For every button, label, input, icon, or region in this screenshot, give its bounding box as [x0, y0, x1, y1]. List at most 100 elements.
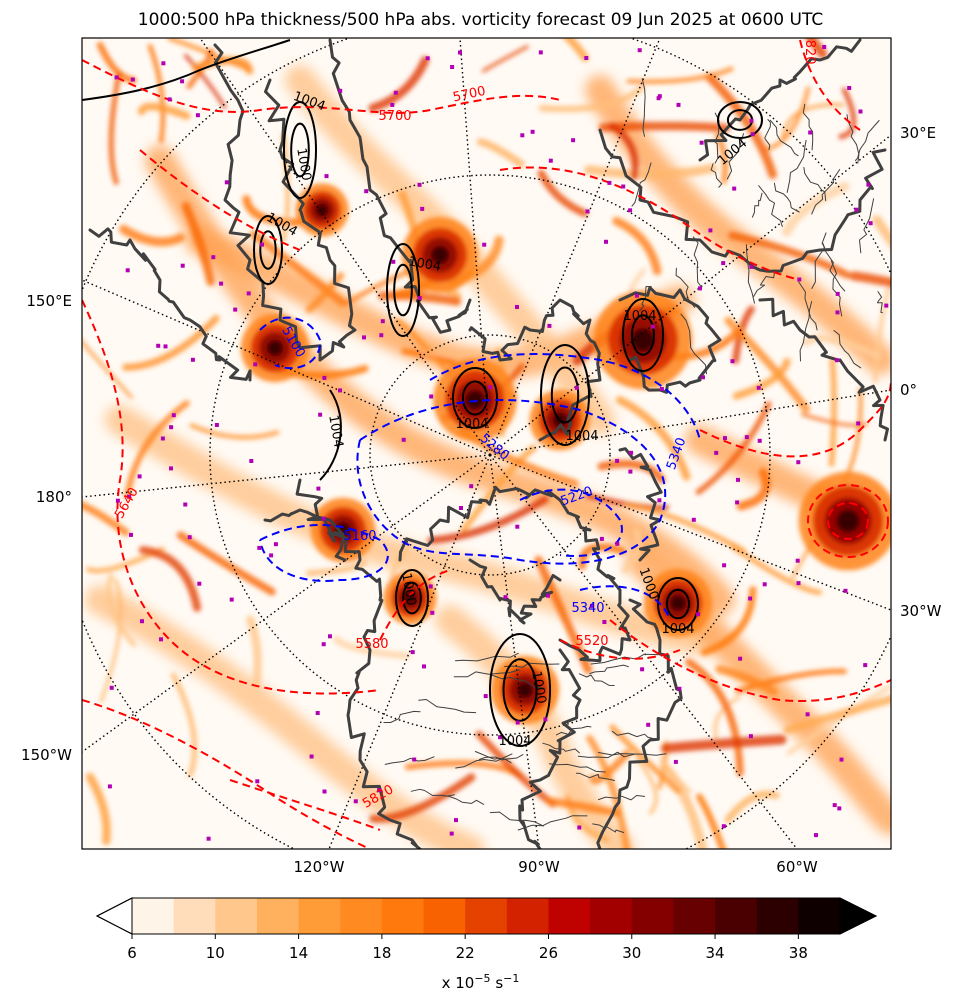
station-marker — [651, 324, 655, 329]
station-marker — [748, 596, 753, 601]
station-marker — [589, 603, 594, 608]
station-marker — [756, 385, 761, 390]
station-marker — [546, 593, 550, 598]
country-boundary — [773, 182, 800, 213]
meridian — [82, 454, 491, 753]
station-marker — [324, 174, 329, 179]
thickness-contour-warm — [82, 299, 381, 695]
station-marker — [458, 50, 462, 55]
station-marker — [422, 664, 426, 669]
station-marker — [163, 344, 168, 349]
vorticity-filament — [624, 502, 746, 554]
station-marker — [646, 722, 651, 727]
station-marker — [634, 293, 639, 298]
vorticity-filament — [781, 103, 845, 139]
station-marker — [229, 597, 234, 602]
vorticity-filament — [186, 48, 215, 90]
colorbar-tick-label: 30 — [622, 944, 641, 962]
country-boundary — [675, 267, 696, 308]
station-marker — [180, 79, 185, 84]
thickness-label-warm: 5580 — [355, 637, 388, 652]
station-marker — [161, 61, 166, 66]
colorbar-tick-label: 6 — [127, 944, 137, 962]
vorticity-filament — [598, 121, 730, 133]
station-marker — [548, 158, 553, 163]
vorticity-maximum — [631, 328, 655, 352]
pressure-isobar — [540, 344, 590, 446]
station-marker — [469, 484, 474, 489]
colorbar-tick-label: 14 — [289, 944, 308, 962]
country-boundary — [631, 162, 652, 207]
country-boundary — [641, 78, 646, 137]
country-boundary — [798, 281, 818, 331]
station-marker — [417, 182, 422, 187]
vorticity-filament — [713, 695, 741, 745]
country-boundary — [830, 260, 843, 317]
station-marker — [673, 759, 678, 764]
station-marker — [206, 836, 211, 841]
station-marker — [260, 242, 264, 247]
vorticity-filament — [696, 793, 727, 849]
station-marker — [796, 460, 801, 465]
vorticity-filament — [82, 339, 133, 399]
station-marker — [571, 138, 576, 143]
pressure-label: 1004 — [565, 429, 598, 444]
station-marker — [224, 180, 229, 185]
country-boundary — [877, 291, 883, 314]
station-marker — [316, 486, 321, 491]
station-marker — [273, 542, 278, 547]
station-marker — [723, 436, 727, 441]
country-boundary — [822, 243, 846, 292]
station-marker — [214, 423, 219, 427]
station-marker — [621, 184, 626, 189]
station-marker — [808, 130, 813, 135]
thickness-contour-warm — [807, 484, 889, 558]
station-marker — [129, 532, 133, 537]
vorticity-band — [105, 405, 715, 655]
country-boundary — [726, 133, 744, 180]
meridian — [489, 38, 661, 456]
vorticity-maximum — [836, 509, 860, 533]
pressure-isobar — [393, 263, 413, 317]
state-boundary — [548, 763, 606, 773]
lon-label-60w: 60°W — [776, 858, 818, 876]
station-marker — [169, 466, 173, 471]
lon-label-30e: 30°E — [900, 124, 936, 142]
vorticity-band — [85, 585, 485, 849]
station-marker — [834, 358, 839, 363]
vorticity-filament — [246, 615, 262, 690]
vorticity-filament — [124, 400, 190, 500]
station-marker — [805, 712, 810, 717]
country-boundary — [751, 192, 763, 218]
station-marker — [691, 517, 696, 522]
station-marker — [391, 259, 396, 264]
thickness-contour-cold — [259, 524, 389, 582]
station-marker — [637, 48, 642, 53]
thickness-contour-warm — [799, 39, 861, 131]
station-marker — [195, 113, 200, 118]
vorticity-filament — [783, 694, 891, 734]
colorbar-bin — [298, 898, 341, 934]
lon-label-180: 180° — [36, 488, 72, 506]
station-marker — [233, 307, 238, 312]
pressure-isobar — [82, 39, 291, 101]
state-boundary — [542, 742, 580, 754]
station-marker — [171, 413, 176, 418]
colorbar-tick-label: 26 — [539, 944, 558, 962]
country-boundary — [859, 198, 875, 254]
station-marker — [749, 118, 754, 123]
coastline — [328, 38, 472, 334]
vorticity-filament — [802, 334, 882, 360]
pressure-isobar — [253, 215, 283, 285]
vorticity-filament — [189, 423, 280, 440]
vorticity-filament — [119, 224, 186, 247]
station-marker — [543, 717, 548, 722]
vorticity-filament — [481, 45, 529, 73]
colorbar-tick-label: 18 — [372, 944, 391, 962]
country-boundary — [680, 313, 707, 375]
thickness-contour-warm — [379, 569, 451, 641]
station-marker — [858, 109, 863, 114]
station-marker — [364, 189, 369, 194]
station-marker — [379, 333, 384, 338]
